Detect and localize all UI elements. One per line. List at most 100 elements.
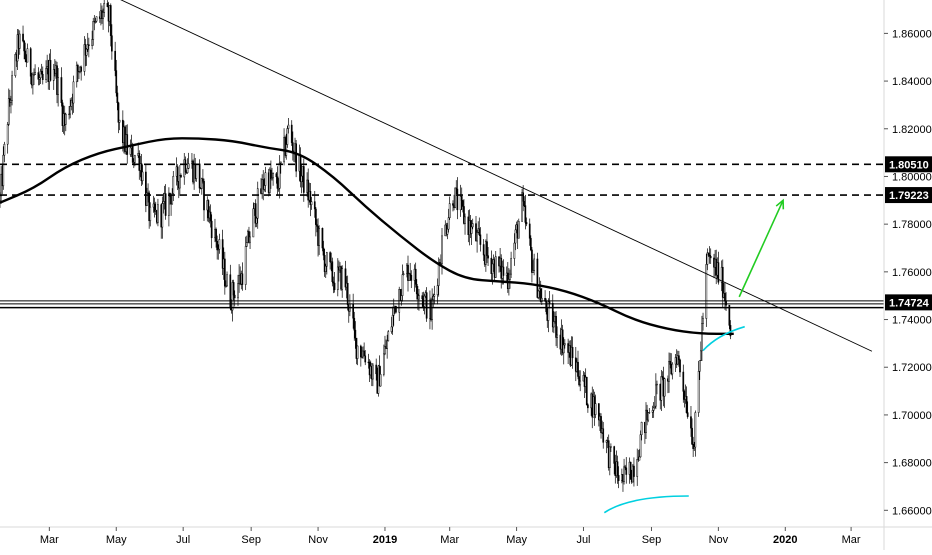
candle-body [322, 247, 325, 256]
candle-body [562, 344, 565, 354]
candle [146, 187, 148, 207]
candle [315, 207, 317, 237]
candle-body [39, 70, 42, 79]
candle [563, 339, 566, 349]
candle [106, 0, 109, 8]
candle-body [249, 236, 251, 243]
candle-body [41, 73, 44, 80]
candle [364, 350, 367, 366]
candle [540, 288, 543, 306]
candle [24, 42, 27, 63]
candle-body [547, 301, 550, 321]
candle [184, 156, 187, 175]
candle-body [336, 266, 339, 291]
candle [682, 364, 685, 403]
candle [69, 98, 72, 119]
candle-body [141, 171, 144, 182]
candle-body [395, 305, 397, 313]
time-tick-label: Jul [176, 534, 190, 546]
candle [3, 141, 6, 163]
candle [415, 279, 418, 300]
candle-body [162, 201, 165, 204]
candle-body [94, 20, 97, 23]
candle-body [114, 50, 117, 71]
candle-body [663, 378, 666, 397]
candle [140, 153, 143, 187]
candle [207, 199, 210, 223]
candle [384, 335, 386, 356]
candle-body [91, 39, 93, 46]
candle [318, 225, 321, 255]
candle-body [32, 74, 34, 86]
candle-body [310, 201, 313, 205]
candle [594, 394, 597, 419]
candle [693, 441, 696, 452]
candle [600, 413, 602, 439]
candle-body [548, 301, 551, 304]
price-label-text: 1.79223 [889, 190, 929, 202]
candle-body [577, 361, 579, 377]
candle [277, 178, 280, 192]
candle [436, 278, 439, 305]
candle-body [176, 166, 179, 182]
candle [401, 264, 404, 302]
candle [83, 36, 86, 76]
candle [460, 187, 463, 210]
candle [709, 248, 712, 264]
candle-body [409, 273, 412, 276]
candle-body [87, 44, 90, 46]
candle [14, 52, 17, 78]
candle-body [587, 404, 589, 409]
candle [463, 199, 465, 225]
candle [494, 251, 497, 278]
candle-body [613, 446, 616, 464]
candle [225, 280, 227, 288]
candle [278, 155, 281, 199]
candle-body [528, 223, 531, 239]
candle [697, 361, 700, 417]
candle-body [18, 33, 21, 49]
candle-body [523, 201, 526, 206]
descending-trendline [120, 0, 873, 352]
candle-body [277, 188, 280, 190]
candle [180, 173, 182, 178]
candle [678, 350, 680, 367]
candle [344, 260, 347, 291]
candle [102, 8, 104, 30]
candle [639, 430, 642, 458]
candle-body [402, 273, 405, 275]
candle-body [571, 346, 574, 359]
candle [356, 345, 359, 366]
candle [244, 236, 247, 291]
time-axis[interactable]: Mar May Jul Sep Nov 2019 Mar May Jul Sep Nov 2020 Ma… [0, 526, 932, 546]
candle [529, 235, 532, 252]
candle-body [263, 185, 266, 190]
candle-body [459, 196, 462, 211]
candle [75, 61, 78, 88]
candle-body [600, 416, 602, 433]
candle [656, 380, 658, 395]
candle [85, 48, 88, 66]
candle-body [315, 208, 317, 225]
candle-body [325, 252, 328, 267]
candle [648, 408, 651, 414]
candle [698, 360, 701, 380]
price-label-box [885, 156, 932, 173]
candle-body [333, 282, 336, 291]
candle [307, 168, 310, 208]
candle [361, 346, 363, 359]
candle-body [464, 216, 466, 224]
candle-body [661, 376, 664, 379]
candle-body [217, 248, 220, 251]
candle [476, 229, 478, 253]
candle-body [471, 223, 474, 228]
candle [310, 196, 313, 210]
candle-body [494, 256, 497, 278]
candle-body [57, 77, 59, 95]
price-axis[interactable]: 1.86000 1.84000 1.82000 1.80000 1.78000 1.760… [883, 0, 932, 550]
candle [103, 0, 106, 18]
candle-body [272, 173, 274, 179]
candle-body [702, 318, 704, 324]
candle-body [540, 297, 543, 302]
